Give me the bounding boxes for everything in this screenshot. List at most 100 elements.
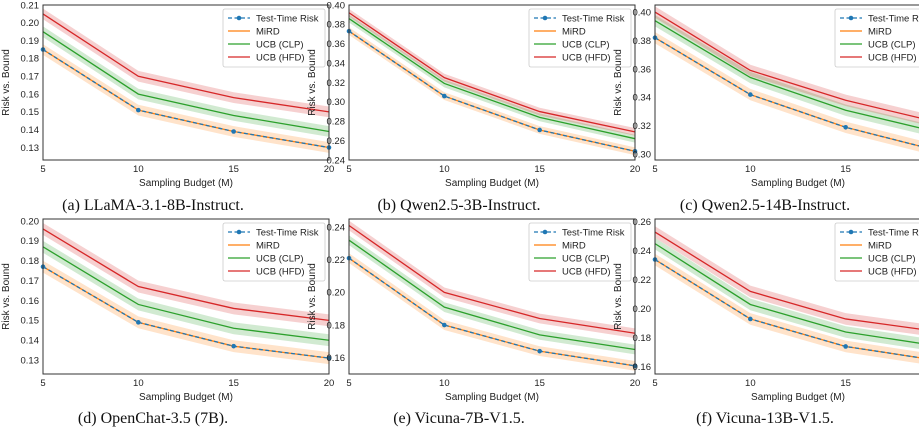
plot-group: 5 10 15 200.240.260.280.300.320.340.360.380… [307,0,640,189]
y-axis-label: Risk vs. Bound [613,49,624,116]
plot-frame [42,218,330,375]
legend: Test-Time Risk MiRD UCB (CLP) UCB (HFD) [834,8,919,68]
x-tick-label: 5 [652,378,657,389]
y-tick-label: 0.24 [327,155,346,166]
x-tick-label: 10 [439,164,450,175]
legend-label-test_time_risk: Test-Time Risk [256,227,319,238]
x-axis-label: Sampling Budget (M) [445,392,539,403]
band-ucb_clp [349,14,635,143]
x-tick-label: 10 [133,164,144,175]
legend-label-mird: MiRD [562,26,586,37]
y-tick-label: 0.24 [633,246,652,257]
marker-point [537,348,542,354]
legend: Test-Time Risk MiRD UCB (CLP) UCB (HFD) [222,222,326,282]
marker-point [843,124,848,130]
caption-c: (c) Qwen2.5-14B-Instruct. [679,197,851,214]
legend-marker [542,229,548,235]
caption-b: (b) Qwen2.5-3B-Instruct. [377,197,541,214]
y-axis-label: Risk vs. Bound [1,263,12,330]
legend-label-ucb_clp: UCB (CLP) [256,253,304,264]
y-tick-label: 0.13 [21,143,40,154]
line-ucb_hfd [42,13,330,113]
y-tick-label: 0.15 [21,316,40,327]
y-tick-label: 0.19 [21,236,40,247]
y-tick-label: 0.18 [21,256,40,267]
line-ucb_hfd [348,224,636,334]
line-ucb_hfd [348,12,636,133]
line-ucb_hfd [654,231,919,330]
x-tick-label: 10 [133,378,144,389]
band-ucb_hfd [349,8,635,136]
marker-point [231,343,236,349]
line-test_time_risk [654,37,919,147]
legend-label-mird: MiRD [868,240,892,251]
y-tick-label: 0.16 [21,89,40,100]
y-tick-label: 0.16 [633,362,652,373]
band-ucb_hfd [349,220,635,339]
plot-group: 5 10 15 20 0.16 0.18 0.20 0.22 0.24 0.26 Sampling … [613,217,919,403]
legend-box [222,8,326,68]
band-mird [349,27,635,156]
marker-point [748,316,753,322]
marker-point [748,92,753,97]
band-ucb_clp [43,26,329,137]
x-tick-label: 20 [324,378,335,389]
band-ucb_clp [655,237,919,349]
y-tick-label: 0.38 [633,36,652,47]
x-tick-label: 5 [652,164,657,175]
y-tick-label: 0.13 [21,355,40,366]
legend-label-ucb_hfd: UCB (HFD) [562,266,611,277]
legend-marker [848,15,854,21]
legend-label-ucb_clp: UCB (CLP) [562,253,610,264]
x-tick-label: 15 [228,164,239,175]
line-mird [654,259,919,359]
plot-frame [348,4,636,161]
band-mird [43,260,329,365]
chart-4: 5 10 15 20 0.16 0.18 0.20 0.22 0.24 Sampling Budg… [307,218,640,403]
y-tick-label: 0.16 [21,296,40,307]
x-tick-label: 15 [840,164,851,175]
y-tick-label: 0.36 [327,39,346,50]
legend-label-test_time_risk: Test-Time Risk [562,227,625,238]
legend-label-ucb_clp: UCB (CLP) [256,39,304,50]
y-tick-label: 0.30 [633,150,652,161]
x-tick-label: 20 [324,164,335,175]
y-tick-label: 0.20 [633,304,652,315]
chart-5: 5 10 15 20 0.16 0.18 0.20 0.22 0.24 0.26 Sampling … [613,217,919,403]
legend-label-test_time_risk: Test-Time Risk [256,13,319,24]
legend-label-ucb_clp: UCB (CLP) [868,253,916,264]
x-tick-label: 5 [40,378,45,389]
y-tick-label: 0.34 [327,58,346,69]
line-ucb_clp [654,243,919,344]
x-axis-label: Sampling Budget (M) [445,178,539,189]
y-tick-label: 0.38 [327,20,346,31]
y-tick-label: 0.22 [327,255,346,266]
y-tick-label: 0.20 [21,18,40,29]
plot-frame [348,218,636,375]
line-ucb_hfd [654,11,919,119]
y-axis-label: Risk vs. Bound [307,49,318,116]
legend-marker [236,229,242,235]
legend-label-ucb_hfd: UCB (HFD) [256,52,305,63]
y-tick-label: 0.34 [633,93,652,104]
legend-box [834,222,919,282]
chart-1: 5 10 15 200.240.260.280.300.320.340.360.380… [307,0,640,189]
line-test_time_risk [348,30,636,152]
y-tick-label: 0.26 [633,217,652,228]
legend-label-ucb_hfd: UCB (HFD) [868,52,917,63]
y-tick-label: 0.40 [633,7,652,18]
marker-point [231,129,236,134]
caption-e: (e) Vicuna-7B-V1.5. [393,410,525,427]
y-tick-label: 0.19 [21,36,40,47]
y-tick-label: 0.30 [327,97,346,108]
marker-point [136,107,141,113]
legend-label-mird: MiRD [562,240,586,251]
x-tick-label: 5 [346,378,351,389]
plot-group: 5 10 15 20 0.13 0.14 0.15 0.16 0.17 0.18 0.19 0.20 0… [1,0,334,189]
y-tick-label: 0.18 [633,333,652,344]
x-tick-label: 20 [630,378,641,389]
marker-point [442,322,447,328]
band-mird [349,253,635,371]
plot-group: 5 10 15 20 0.30 0.32 0.34 0.36 0.38 0.40 Sampling … [613,4,919,189]
